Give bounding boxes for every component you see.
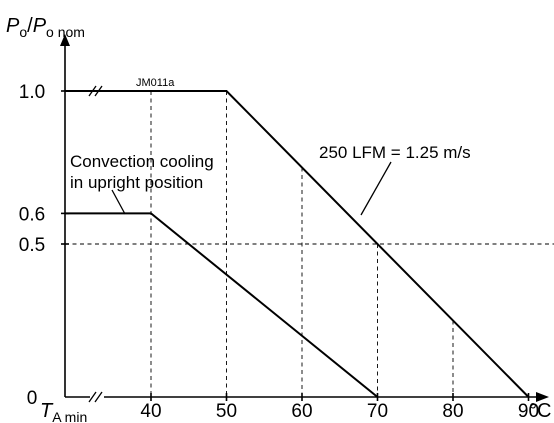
series-label-forced-air: 250 LFM = 1.25 m/s — [319, 143, 471, 162]
x-axis-arrow — [536, 392, 549, 402]
y-axis-arrow — [60, 34, 70, 46]
series-label-convection: Convection cooling in upright position — [70, 152, 218, 192]
axes — [60, 34, 549, 403]
figure-code: JM011a — [136, 77, 175, 89]
y-tick-label-0: 0 — [27, 388, 38, 409]
pointer-line-convection — [111, 189, 126, 215]
x-tick-label-60: 60 — [291, 401, 312, 422]
pointer-line-forced-air — [360, 161, 392, 216]
gridlines — [65, 91, 554, 397]
y-tick-label-0.5: 0.5 — [19, 235, 45, 256]
x-tick-label-80: 80 — [442, 401, 463, 422]
x-tick-label-40: 40 — [140, 401, 161, 422]
series-line-1 — [65, 212, 379, 398]
axis-break-mark-bottom — [88, 391, 104, 403]
y-axis-label: Po/Po nom — [6, 15, 85, 40]
y-tick-label-1: 1.0 — [19, 82, 45, 103]
x-tick-label-90: 90 — [518, 401, 539, 422]
x-axis-unit: °C — [529, 400, 551, 422]
x-tick-label-70: 70 — [367, 401, 388, 422]
tick-labels: 40 50 60 70 80 90 0 0.5 0.6 1.0 — [19, 82, 539, 422]
x-axis-min-label: TA min — [40, 400, 87, 423]
series-line-0 — [65, 90, 530, 398]
y-tick-label-0.6: 0.6 — [19, 204, 45, 225]
series-lines — [65, 90, 530, 398]
x-tick-label-50: 50 — [216, 401, 237, 422]
